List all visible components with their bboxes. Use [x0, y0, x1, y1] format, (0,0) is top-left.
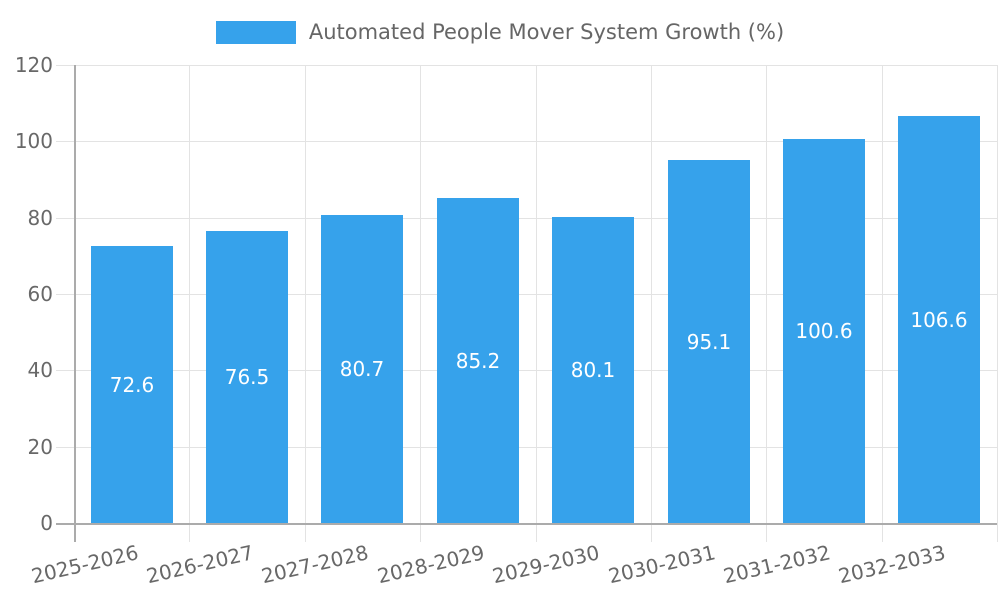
- legend-label: Automated People Mover System Growth (%): [308, 20, 785, 44]
- bar-value-label: 80.1: [570, 358, 616, 382]
- y-gridline: [56, 218, 997, 219]
- y-axis-tick-label: 20: [27, 435, 53, 459]
- x-gridline: [189, 65, 190, 542]
- x-gridline: [651, 65, 652, 542]
- bar[interactable]: 106.6: [898, 116, 980, 523]
- y-axis-tick-label: 40: [27, 358, 53, 382]
- y-axis-tick-label: 120: [14, 53, 53, 77]
- y-axis-tick-label: 60: [27, 282, 53, 306]
- legend-item[interactable]: Automated People Mover System Growth (%): [0, 19, 1000, 45]
- bar-value-label: 85.2: [455, 348, 501, 373]
- bar-value-label: 72.6: [109, 372, 155, 397]
- y-axis-tick-label: 100: [14, 129, 53, 153]
- bar-value-label: 95.1: [686, 329, 732, 354]
- y-axis-line: [74, 65, 76, 542]
- bar-value-label: 76.5: [224, 365, 270, 389]
- bar[interactable]: 80.1: [552, 217, 634, 523]
- bar[interactable]: 100.6: [783, 139, 865, 523]
- legend-swatch: [215, 20, 296, 44]
- y-axis-tick-label: 0: [40, 511, 53, 535]
- x-gridline: [997, 65, 998, 542]
- x-gridline: [882, 65, 883, 542]
- bar[interactable]: 72.6: [91, 246, 173, 523]
- bar[interactable]: 95.1: [668, 160, 750, 523]
- bar[interactable]: 85.2: [437, 198, 519, 523]
- bar-value-label: 100.6: [795, 319, 853, 343]
- y-gridline: [56, 141, 997, 142]
- x-gridline: [766, 65, 767, 542]
- y-axis-tick-label: 80: [27, 206, 53, 230]
- y-gridline: [56, 294, 997, 295]
- bar[interactable]: 76.5: [206, 231, 288, 523]
- bar[interactable]: 80.7: [321, 215, 403, 523]
- x-gridline: [420, 65, 421, 542]
- y-gridline: [56, 447, 997, 448]
- bar-value-label: 80.7: [339, 357, 385, 381]
- x-gridline: [305, 65, 306, 542]
- x-axis-line: [56, 523, 997, 525]
- bar-value-label: 106.6: [910, 307, 968, 332]
- x-gridline: [536, 65, 537, 542]
- y-gridline: [56, 370, 997, 371]
- y-gridline: [56, 65, 997, 66]
